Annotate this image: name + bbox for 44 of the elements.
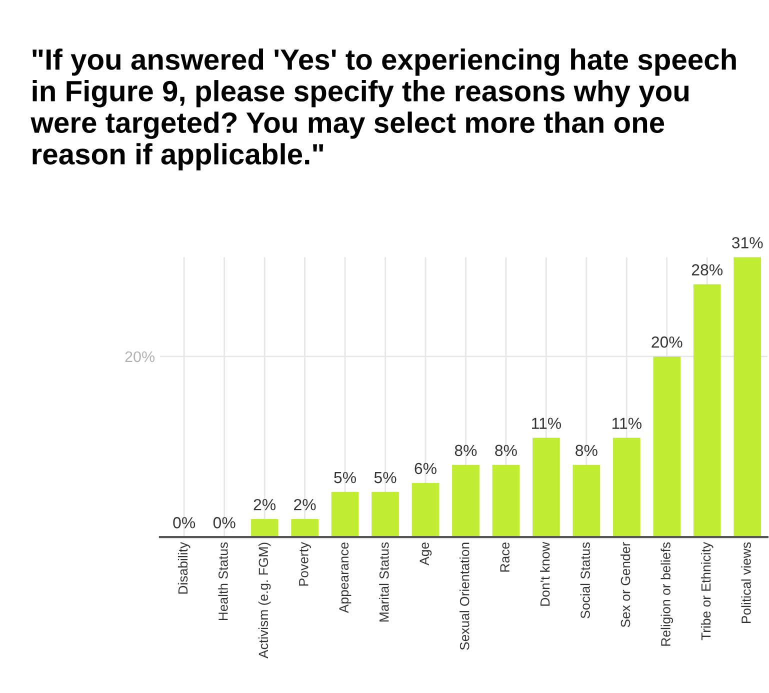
x-tick-label: Age [420, 542, 432, 566]
x-tick-label: Poverty [299, 542, 311, 586]
bar [612, 438, 640, 538]
bar [412, 482, 440, 538]
x-tick-label: Tribe or Ethnicity [700, 542, 714, 640]
bar [291, 519, 318, 538]
data-label: 8% [454, 444, 477, 456]
x-tick-label: Marital Status [379, 542, 389, 622]
data-label: 28% [692, 264, 723, 276]
x-tick-label: Religion or beliefs [660, 542, 674, 646]
data-label: 8% [576, 444, 598, 456]
x-tick-label: Don't know [540, 542, 550, 606]
bar [734, 257, 762, 538]
data-label: 5% [374, 472, 396, 484]
data-label: 11% [532, 418, 562, 429]
data-label: 5% [334, 472, 356, 484]
x-tick-label: Social Status [580, 542, 590, 618]
x-tick-label: Sexual Orientation [460, 542, 470, 650]
data-label: 11% [612, 418, 642, 429]
data-label: 0% [173, 517, 196, 528]
data-label: 2% [294, 498, 316, 510]
x-tick-label: Activism (e.g. FGM) [258, 542, 271, 658]
bar [452, 464, 480, 538]
bar [532, 438, 560, 538]
x-tick-label: Sex or Gender [620, 542, 630, 628]
bar [572, 464, 600, 538]
bar [653, 356, 681, 538]
data-label: 8% [495, 444, 517, 456]
chart-title: "If you answered 'Yes' to experiencing hate speech in Figure 9, please specify the reasons why you were targeted? You may select more than one reason if applicable." [30, 48, 736, 170]
bar [331, 492, 359, 538]
data-label: 20% [652, 336, 682, 348]
data-label: 0% [213, 517, 236, 528]
bar [250, 519, 278, 538]
data-label: 31% [732, 237, 763, 248]
x-tick-label: Health Status [218, 542, 228, 620]
bar [492, 464, 520, 538]
x-tick-label: Disability [178, 542, 190, 594]
x-tick-label: Political views [741, 542, 751, 623]
data-label: 6% [414, 462, 436, 474]
bar [693, 284, 721, 538]
data-label: 2% [254, 498, 276, 510]
x-tick-label: Appearance [339, 542, 352, 614]
bar [372, 492, 399, 538]
x-tick-label: Race [500, 542, 510, 572]
